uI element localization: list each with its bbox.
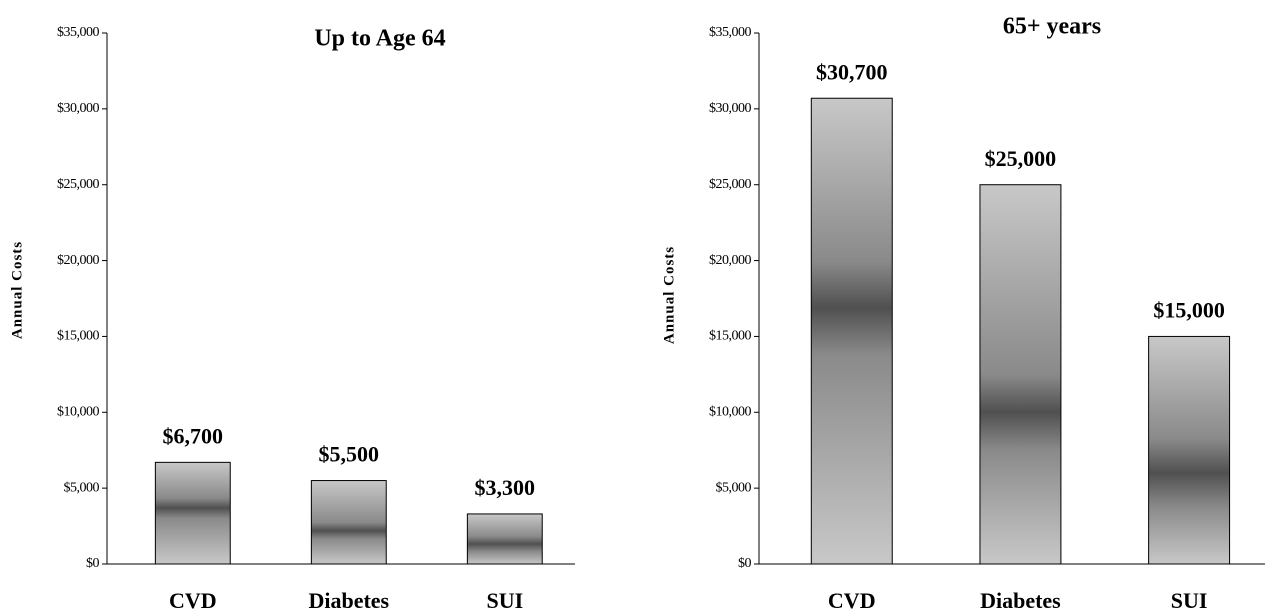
y-tick-label: $25,000	[57, 177, 100, 192]
value-label: $5,500	[319, 442, 380, 467]
y-tick-label: $25,000	[709, 177, 752, 192]
value-label: $25,000	[985, 146, 1057, 171]
value-label: $15,000	[1153, 297, 1225, 322]
bar	[310, 480, 387, 565]
bar	[466, 513, 543, 565]
y-tick-label: $0	[86, 556, 100, 571]
value-label: $6,700	[163, 423, 224, 448]
bar	[810, 97, 893, 565]
x-tick-label: CVD	[828, 588, 876, 613]
y-axis-label: Annual Costs	[661, 246, 677, 344]
bar	[154, 461, 231, 565]
y-tick-label: $35,000	[57, 25, 100, 40]
y-tick-label: $20,000	[709, 253, 752, 268]
y-axis-label: Annual Costs	[9, 241, 25, 339]
x-tick-label: SUI	[1171, 588, 1208, 613]
y-tick-label: $15,000	[709, 329, 752, 344]
y-tick-label: $30,000	[57, 101, 100, 116]
y-tick-label: $5,000	[716, 480, 752, 495]
bar	[979, 184, 1062, 565]
y-tick-label: $10,000	[709, 405, 752, 420]
x-tick-label: Diabetes	[308, 588, 389, 613]
y-tick-label: $10,000	[57, 405, 100, 420]
x-tick-label: CVD	[169, 588, 217, 613]
x-tick-label: SUI	[486, 588, 523, 613]
chart-title: Up to Age 64	[314, 26, 445, 52]
value-label: $3,300	[475, 475, 536, 500]
value-label: $30,700	[816, 59, 888, 84]
y-tick-label: $20,000	[57, 253, 100, 268]
y-tick-label: $15,000	[57, 329, 100, 344]
chart-title: 65+ years	[1003, 14, 1101, 40]
y-tick-label: $0	[738, 556, 752, 571]
x-tick-label: Diabetes	[980, 588, 1061, 613]
bar	[1148, 335, 1231, 565]
y-tick-label: $30,000	[709, 101, 752, 116]
y-tick-label: $35,000	[709, 25, 752, 40]
y-tick-label: $5,000	[64, 480, 100, 495]
